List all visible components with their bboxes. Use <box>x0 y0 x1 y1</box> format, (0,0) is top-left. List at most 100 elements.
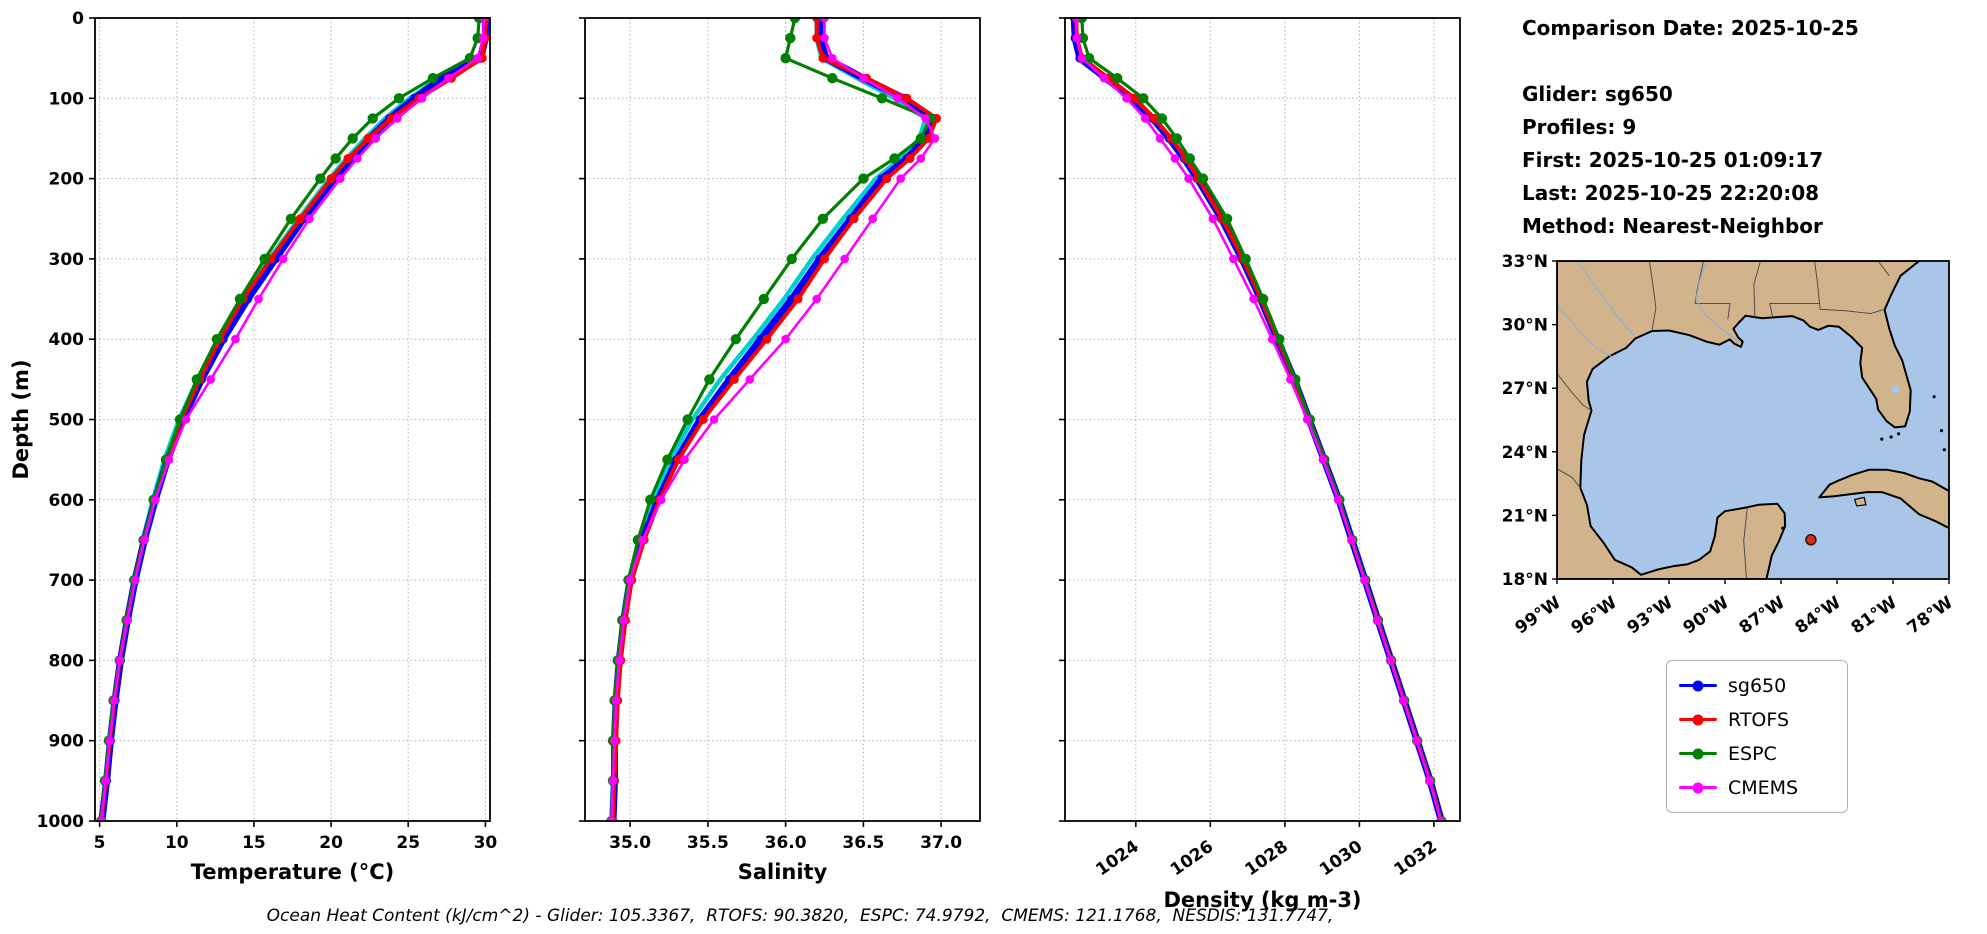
map-island-speck <box>1942 448 1946 452</box>
depth-tick-label: 900 <box>49 732 85 752</box>
map-lon-label: 78°W <box>1904 593 1957 639</box>
legend-label: RTOFS <box>1728 708 1790 731</box>
x-tick-label: 37.0 <box>920 833 962 853</box>
map-river <box>1695 261 1740 344</box>
legend-line-marker-icon <box>1679 680 1717 691</box>
series-cmems <box>607 17 940 822</box>
depth-tick-label: 0 <box>72 9 84 29</box>
map-lon-label: 99°W <box>1512 593 1565 639</box>
x-tick-label: 36.0 <box>765 833 807 853</box>
map-lake-okeechobee <box>1891 385 1900 394</box>
map-lon-label: 81°W <box>1848 593 1901 639</box>
density-plot: 1024 1026 1028 1030 1032 Density (kg m-3) <box>1059 17 1461 912</box>
depth-tick-label: 700 <box>49 571 85 591</box>
legend-line-marker-icon <box>1679 748 1717 759</box>
profiles-count: Profiles: 9 <box>1522 115 1637 139</box>
series-cmems <box>1071 17 1446 822</box>
map-island-speck <box>1781 526 1785 530</box>
depth-tick-label: 100 <box>49 89 85 109</box>
info-panel: Comparison Date: 2025-10-25 Glider: sg65… <box>1522 12 1859 243</box>
map-state-border <box>1557 468 1581 489</box>
gulf-map: 33°N 30°N 27°N 24°N 21°N 18°N 99°W 96°W 93°W 90°W… <box>1502 252 1957 638</box>
map-land-mainland <box>1557 261 1921 579</box>
map-lat-label: 21°N <box>1502 506 1548 526</box>
temperature-plot: 5 10 15 20 25 3001002003004005006007008009001… <box>37 9 498 884</box>
first-profile-time: First: 2025-10-25 01:09:17 <box>1522 148 1824 172</box>
x-tick-label: 1024 <box>1092 837 1142 881</box>
legend-item-espc: ESPC <box>1679 741 1829 766</box>
legend-line-marker-icon <box>1679 782 1717 793</box>
map-river <box>1577 261 1634 336</box>
legend: sg650 RTOFS ESPC CMEMS <box>1666 660 1848 813</box>
x-tick-label: 35.5 <box>687 833 729 853</box>
map-lon-label: 84°W <box>1792 593 1845 639</box>
x-tick-label: 30 <box>474 833 498 853</box>
map-island-speck <box>1932 395 1936 399</box>
map-lon-label: 93°W <box>1624 593 1677 639</box>
ohc-caption: Ocean Heat Content (kJ/cm^2) - Glider: 1… <box>266 906 1334 926</box>
map-state-border <box>1877 261 1890 277</box>
map-state-border <box>1814 261 1885 315</box>
x-tick-label: 5 <box>94 833 106 853</box>
legend-label: sg650 <box>1728 674 1787 697</box>
map-lat-label: 18°N <box>1502 570 1548 590</box>
map-land-isle-of-youth <box>1853 496 1867 507</box>
depth-tick-label: 300 <box>49 250 85 270</box>
map-island-speck <box>1897 432 1901 436</box>
x-tick-label: 1030 <box>1316 837 1366 881</box>
map-land-cuba <box>1818 468 1949 530</box>
map-state-border <box>1753 261 1761 318</box>
x-tick-label: 15 <box>242 833 266 853</box>
map-state-border <box>1557 373 1592 411</box>
x-tick-label: 1026 <box>1167 837 1217 881</box>
map-lat-label: 24°N <box>1502 443 1548 463</box>
map-lat-label: 30°N <box>1502 316 1548 336</box>
depth-tick-label: 400 <box>49 330 85 350</box>
depth-tick-label: 800 <box>49 651 85 671</box>
glider-name: Glider: sg650 <box>1522 82 1673 106</box>
depth-tick-label: 500 <box>49 411 85 431</box>
depth-axis-label: Depth (m) <box>9 359 33 479</box>
map-lon-label: 96°W <box>1568 593 1621 639</box>
map-lat-label: 33°N <box>1502 252 1548 272</box>
map-island-speck <box>1889 435 1893 439</box>
x-tick-label: 1032 <box>1391 837 1441 881</box>
series-cmems <box>96 17 489 822</box>
map-state-border <box>1648 261 1657 330</box>
depth-tick-label: 1000 <box>37 812 84 832</box>
map-state-border <box>1769 302 1820 318</box>
legend-dot-icon <box>1692 782 1704 793</box>
x-tick-label: 36.5 <box>842 833 884 853</box>
legend-dot-icon <box>1692 714 1704 725</box>
comparison-date: Comparison Date: 2025-10-25 <box>1522 16 1859 40</box>
x-tick-label: 1028 <box>1242 837 1292 881</box>
x-tick-label: 25 <box>396 833 420 853</box>
legend-dot-icon <box>1692 748 1704 759</box>
x-tick-label: 35.0 <box>609 833 651 853</box>
map-island-speck <box>1939 429 1944 433</box>
glider-location-marker <box>1805 534 1817 546</box>
x-tick-label: 20 <box>319 833 343 853</box>
info-spacer <box>1522 45 1859 78</box>
density-axis-label: Density (kg m-3) <box>1163 888 1361 912</box>
interp-method: Method: Nearest-Neighbor <box>1522 214 1823 238</box>
legend-line-marker-icon <box>1679 714 1717 725</box>
map-river <box>1557 305 1614 359</box>
map-lon-label: 87°W <box>1736 593 1789 639</box>
x-tick-label: 10 <box>165 833 189 853</box>
depth-tick-label: 600 <box>49 491 85 511</box>
legend-item-sg650: sg650 <box>1679 673 1829 698</box>
map-island-speck <box>1880 437 1884 441</box>
salinity-axis-label: Salinity <box>738 860 828 884</box>
legend-item-cmems: CMEMS <box>1679 775 1829 800</box>
map-lon-label: 90°W <box>1680 593 1733 639</box>
map-lat-label: 27°N <box>1502 379 1548 399</box>
legend-dot-icon <box>1692 680 1704 691</box>
legend-item-rtofs: RTOFS <box>1679 707 1829 732</box>
map-state-border <box>1743 506 1748 579</box>
map-frame <box>1556 260 1950 580</box>
legend-label: CMEMS <box>1728 776 1799 799</box>
salinity-plot: 35.0 35.5 36.0 36.5 37.0 Salinity <box>579 17 981 884</box>
